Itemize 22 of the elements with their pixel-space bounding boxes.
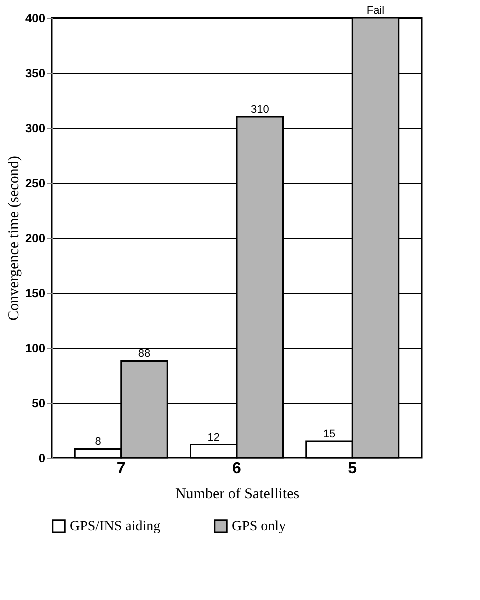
y-tick-label: 350 xyxy=(25,66,46,80)
x-axis-title: Number of Satellites xyxy=(175,486,300,502)
legend-label: GPS only xyxy=(232,519,286,534)
x-tick-label: 5 xyxy=(348,460,358,478)
data-label: 88 xyxy=(138,348,151,360)
legend-label: GPS/INS aiding xyxy=(70,519,161,534)
y-tick-label: 150 xyxy=(25,286,46,300)
x-tick-label: 7 xyxy=(116,460,126,478)
y-tick-label: 400 xyxy=(25,12,46,26)
y-tick-label: 200 xyxy=(25,232,46,246)
y-axis-title: Convergence time (second) xyxy=(6,156,22,321)
data-label: 12 xyxy=(208,432,220,444)
y-tick-label: 100 xyxy=(25,342,46,356)
data-label: 15 xyxy=(323,428,336,440)
y-tick-label: 50 xyxy=(32,396,46,410)
data-label: Fail xyxy=(366,5,385,17)
data-label: 310 xyxy=(250,104,270,116)
y-tick-label: 0 xyxy=(38,452,46,466)
x-tick-label: 6 xyxy=(232,460,242,478)
y-tick-label: 300 xyxy=(25,122,46,136)
y-tick-label: 250 xyxy=(25,176,46,190)
data-label: 8 xyxy=(95,436,102,448)
